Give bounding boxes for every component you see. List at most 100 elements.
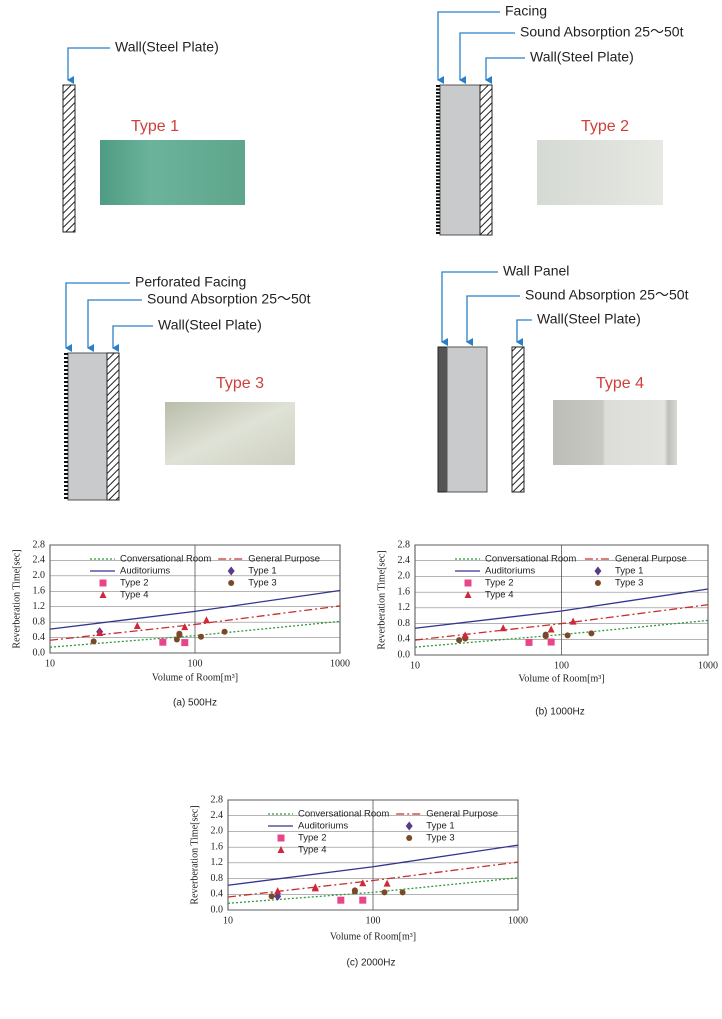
- data-point: [547, 625, 555, 633]
- x-tick-label: 10: [45, 658, 55, 669]
- layer-label: Wall(Steel Plate): [115, 39, 219, 55]
- legend-swatch: [406, 835, 413, 841]
- series-line: [227, 844, 519, 886]
- diagram-type-3: Perforated Facing Sound Absorption 25～50…: [64, 274, 311, 501]
- caption: (a) 500Hz: [173, 698, 217, 709]
- legend-label: Type 3: [248, 578, 277, 589]
- legend-label: General Purpose: [426, 809, 498, 820]
- caption: (c) 2000Hz: [347, 958, 396, 969]
- photo: [165, 402, 295, 465]
- data-point: [181, 639, 189, 647]
- photo: [537, 140, 663, 205]
- type-label: Type 3: [216, 375, 264, 392]
- legend-label: Type 3: [615, 578, 644, 589]
- y-tick-label: 0.0: [398, 649, 411, 660]
- series-line: [49, 620, 341, 648]
- leader-line: [437, 11, 500, 84]
- legend-label: Type 2: [485, 578, 514, 589]
- legend-label: Type 2: [120, 578, 149, 589]
- x-tick-label: 100: [366, 915, 381, 926]
- y-tick-label: 1.6: [33, 586, 46, 597]
- series-line: [49, 589, 341, 630]
- legend-label: Type 1: [615, 566, 644, 577]
- y-tick-label: 2.0: [398, 571, 411, 582]
- data-point: [274, 887, 282, 895]
- leader-line: [67, 47, 110, 84]
- chart: 0.0 0.4 0.8 1.2 1.6 2.0 2.4 2.8 10 100 1000 Volume …: [189, 794, 528, 968]
- y-axis-label: Reverberation Time[sec]: [376, 550, 387, 649]
- y-tick-label: 1.2: [33, 601, 46, 612]
- data-point: [399, 889, 406, 896]
- leader-line: [441, 271, 498, 346]
- data-point: [268, 893, 275, 900]
- data-point: [337, 896, 345, 904]
- type-label: Type 2: [581, 118, 629, 135]
- x-tick-label: 1000: [508, 915, 528, 926]
- y-tick-label: 2.4: [398, 555, 411, 566]
- legend-label: Auditoriums: [120, 566, 170, 577]
- legend-swatch: [464, 579, 472, 587]
- layer-label: Wall(Steel Plate): [530, 49, 634, 65]
- steel-plate: [62, 84, 76, 233]
- data-point: [96, 628, 104, 636]
- data-point: [542, 631, 549, 638]
- data-point: [359, 879, 367, 887]
- y-axis-label: Reverberation Time[sec]: [11, 549, 22, 648]
- legend-label: Auditoriums: [485, 566, 535, 577]
- leader-line: [112, 325, 153, 352]
- x-tick-label: 1000: [330, 658, 350, 669]
- wall-panel: [437, 346, 448, 493]
- legend-label: Conversational Room: [298, 809, 389, 820]
- data-point: [381, 889, 388, 896]
- data-point: [499, 624, 507, 632]
- legend-swatch: [464, 591, 472, 598]
- y-tick-label: 2.4: [211, 810, 224, 821]
- layer-label: Sound Absorption 25～50t: [520, 24, 684, 40]
- data-point: [547, 638, 555, 646]
- data-point: [351, 888, 358, 895]
- leader-line: [485, 57, 525, 84]
- legend-label: General Purpose: [615, 554, 687, 565]
- y-tick-label: 1.2: [398, 602, 411, 613]
- photo: [100, 140, 245, 205]
- y-tick-label: 1.2: [211, 857, 224, 868]
- diagram-type-2: Facing Sound Absorption 25～50t Wall(Stee…: [436, 3, 684, 236]
- y-tick-label: 2.0: [211, 826, 224, 837]
- steel-plate: [511, 346, 525, 493]
- legend-swatch: [99, 579, 107, 587]
- x-axis-label: Volume of Room[m³]: [152, 672, 238, 683]
- data-point: [202, 616, 210, 624]
- type-label: Type 4: [596, 375, 644, 392]
- data-point: [181, 623, 189, 631]
- data-point: [173, 636, 180, 643]
- data-point: [176, 630, 183, 637]
- y-tick-label: 0.4: [33, 632, 46, 643]
- legend-label: Type 4: [485, 590, 514, 601]
- y-tick-label: 0.4: [398, 634, 411, 645]
- y-tick-label: 2.8: [398, 539, 411, 550]
- data-point: [456, 637, 463, 644]
- caption: (b) 1000Hz: [535, 707, 584, 718]
- leader-line: [65, 282, 130, 352]
- chart: 0.0 0.4 0.8 1.2 1.6 2.0 2.4 2.8 10 100 1000 Volume …: [11, 539, 350, 708]
- data-point: [525, 638, 533, 646]
- y-tick-label: 0.0: [211, 904, 224, 915]
- steel-plate: [479, 84, 493, 236]
- legend-label: Conversational Room: [485, 554, 576, 565]
- x-tick-label: 10: [223, 915, 233, 926]
- x-axis-label: Volume of Room[m³]: [330, 931, 416, 942]
- data-point: [133, 622, 141, 629]
- data-point: [221, 628, 228, 635]
- legend-label: Type 1: [248, 566, 277, 577]
- data-point: [311, 884, 319, 892]
- layer-label: Facing: [505, 3, 547, 19]
- data-point: [588, 630, 595, 637]
- data-point: [198, 633, 205, 640]
- layer-label: Wall(Steel Plate): [537, 311, 641, 327]
- y-tick-label: 2.0: [33, 570, 46, 581]
- layer-label: Wall(Steel Plate): [158, 317, 262, 333]
- x-tick-label: 100: [554, 660, 569, 671]
- legend-label: Type 3: [426, 833, 455, 844]
- data-point: [564, 632, 571, 639]
